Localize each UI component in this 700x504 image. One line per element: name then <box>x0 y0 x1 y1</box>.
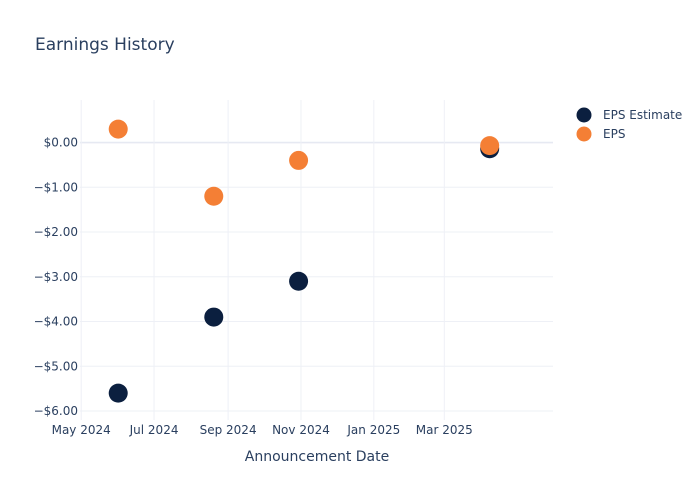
x-tick-label: Jan 2025 <box>346 423 400 437</box>
legend-label: EPS <box>603 127 625 141</box>
y-tick-label: −$6.00 <box>34 404 78 418</box>
legend-label: EPS Estimate <box>603 108 682 122</box>
data-point-eps-estimate[interactable] <box>289 271 309 291</box>
y-tick-label: −$3.00 <box>34 270 78 284</box>
axis-layer: $0.00 −$1.00 −$2.00 −$3.00 −$4.00 −$5.00 −$6.0… <box>34 136 473 437</box>
y-tick-label: −$2.00 <box>34 225 78 239</box>
x-axis-title: Announcement Date <box>245 449 389 465</box>
x-tick-label: Nov 2024 <box>272 423 330 437</box>
legend-marker <box>576 126 592 142</box>
data-point-eps-estimate[interactable] <box>108 383 128 403</box>
points-layer <box>108 119 500 403</box>
y-tick-label: −$4.00 <box>34 315 78 329</box>
legend-marker <box>576 107 592 123</box>
legend-item[interactable]: EPS Estimate <box>576 107 683 123</box>
x-tick-label: May 2024 <box>52 423 111 437</box>
chart-title: Earnings History <box>35 35 175 55</box>
x-tick-label: Sep 2024 <box>200 423 257 437</box>
legend[interactable]: EPS Estimate EPS <box>576 107 683 142</box>
grid-layer <box>80 100 553 420</box>
data-point-eps[interactable] <box>480 136 500 156</box>
data-point-eps[interactable] <box>108 119 128 139</box>
y-tick-label: −$5.00 <box>34 359 78 373</box>
x-tick-label: Mar 2025 <box>416 423 473 437</box>
legend-item[interactable]: EPS <box>576 126 626 142</box>
y-tick-label: $0.00 <box>44 136 78 150</box>
x-tick-label: Jul 2024 <box>129 423 179 437</box>
data-point-eps[interactable] <box>289 150 309 170</box>
data-point-eps-estimate[interactable] <box>204 307 224 327</box>
y-tick-label: −$1.00 <box>34 180 78 194</box>
data-point-eps[interactable] <box>204 186 224 206</box>
